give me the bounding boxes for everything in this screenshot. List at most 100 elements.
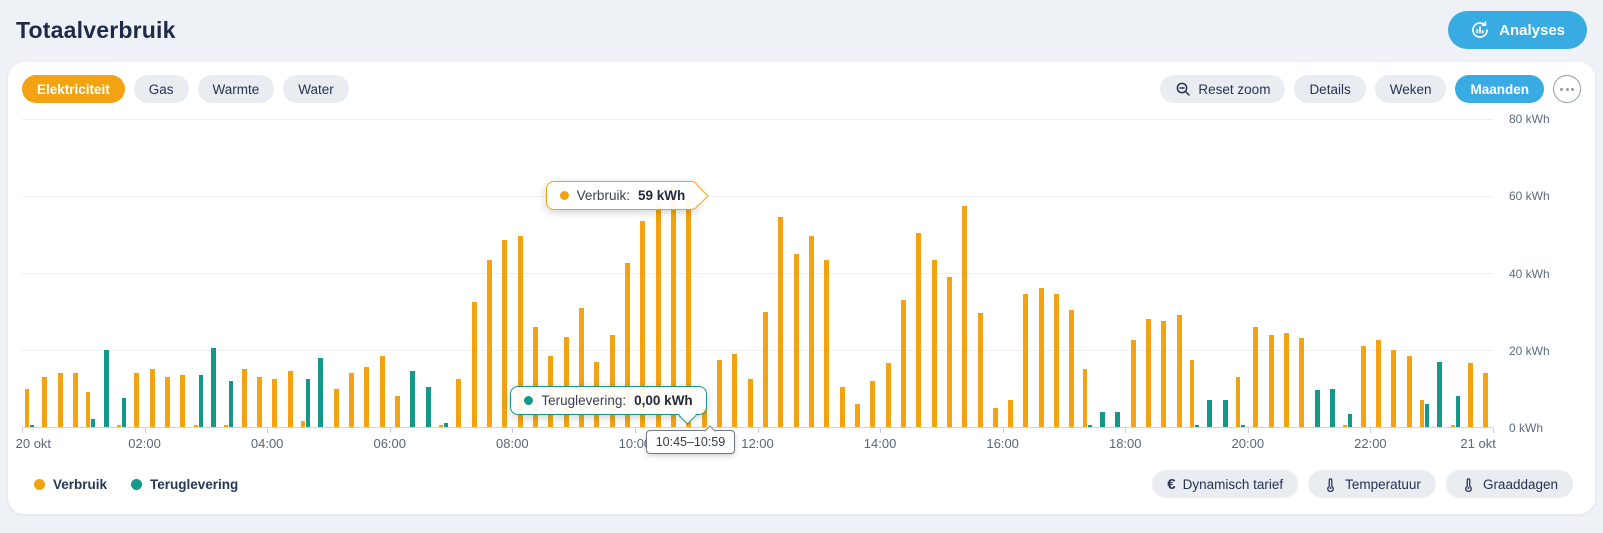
bar-slot-20:15[interactable] xyxy=(1264,119,1279,427)
verbruik-bar[interactable] xyxy=(1483,373,1489,427)
teruglevering-bar[interactable] xyxy=(91,419,96,427)
bar-slot-13:00[interactable] xyxy=(819,119,834,427)
verbruik-bar[interactable] xyxy=(1008,400,1014,427)
bar-slot-07:30[interactable] xyxy=(482,119,497,427)
teruglevering-bar[interactable] xyxy=(198,375,203,427)
bar-slot-11:00[interactable] xyxy=(696,119,711,427)
bar-slot-02:15[interactable] xyxy=(160,119,175,427)
more-options-button[interactable] xyxy=(1553,75,1581,103)
verbruik-bar[interactable] xyxy=(301,421,306,427)
bar-slot-13:45[interactable] xyxy=(865,119,880,427)
verbruik-bar[interactable] xyxy=(1450,425,1455,427)
verbruik-bar[interactable] xyxy=(149,369,155,427)
bar-slot-17:45[interactable] xyxy=(1110,119,1125,427)
bar-slot-19:45[interactable] xyxy=(1233,119,1248,427)
teruglevering-bar[interactable] xyxy=(1455,396,1460,427)
bar-slot-15:00[interactable] xyxy=(942,119,957,427)
verbruik-bar[interactable] xyxy=(578,307,584,427)
bar-slot-12:45[interactable] xyxy=(804,119,819,427)
verbruik-bar[interactable] xyxy=(224,425,229,427)
bar-slot-15:15[interactable] xyxy=(957,119,972,427)
bar-slot-10:00[interactable] xyxy=(635,119,650,427)
bar-slot-12:00[interactable] xyxy=(758,119,773,427)
verbruik-bar[interactable] xyxy=(624,263,630,427)
bar-slot-05:45[interactable] xyxy=(375,119,390,427)
teruglevering-bar[interactable] xyxy=(444,423,449,427)
verbruik-bar[interactable] xyxy=(165,376,171,427)
verbruik-bar[interactable] xyxy=(900,299,906,427)
bar-slot-06:30[interactable] xyxy=(421,119,436,427)
verbruik-bar[interactable] xyxy=(1236,376,1241,427)
weken-button[interactable]: Weken xyxy=(1374,75,1447,103)
verbruik-bar[interactable] xyxy=(962,205,968,427)
bar-slot-19:30[interactable] xyxy=(1218,119,1233,427)
bar-slot-00:15[interactable] xyxy=(37,119,52,427)
bar-slot-00:00[interactable] xyxy=(22,119,37,427)
bar-slot-21:15[interactable] xyxy=(1325,119,1340,427)
verbruik-bar[interactable] xyxy=(25,388,30,427)
bar-slot-01:45[interactable] xyxy=(129,119,144,427)
verbruik-bar[interactable] xyxy=(1023,294,1029,427)
teruglevering-bar[interactable] xyxy=(122,398,127,427)
verbruik-bar[interactable] xyxy=(977,313,983,427)
bar-slot-18:30[interactable] xyxy=(1156,119,1171,427)
bar-slot-03:45[interactable] xyxy=(252,119,267,427)
verbruik-bar[interactable] xyxy=(670,184,676,427)
bar-slot-04:00[interactable] xyxy=(267,119,282,427)
bar-slot-18:45[interactable] xyxy=(1172,119,1187,427)
bar-slot-17:30[interactable] xyxy=(1095,119,1110,427)
bar-slot-07:00[interactable] xyxy=(451,119,466,427)
verbruik-bar[interactable] xyxy=(1082,369,1087,427)
teruglevering-bar[interactable] xyxy=(1115,411,1121,427)
verbruik-bar[interactable] xyxy=(1161,321,1167,427)
bar-slot-18:00[interactable] xyxy=(1126,119,1141,427)
verbruik-bar[interactable] xyxy=(655,203,661,427)
verbruik-bar[interactable] xyxy=(272,378,278,427)
bar-slot-01:30[interactable] xyxy=(114,119,129,427)
bar-slot-23:15[interactable] xyxy=(1448,119,1463,427)
verbruik-bar[interactable] xyxy=(487,259,492,427)
bar-slot-21:00[interactable] xyxy=(1310,119,1325,427)
verbruik-bar[interactable] xyxy=(992,407,998,427)
verbruik-bar[interactable] xyxy=(1069,309,1075,427)
bar-slot-14:45[interactable] xyxy=(926,119,941,427)
details-button[interactable]: Details xyxy=(1294,75,1366,103)
bar-slot-06:45[interactable] xyxy=(436,119,451,427)
bar-slot-10:15[interactable] xyxy=(650,119,665,427)
bar-slot-23:45[interactable] xyxy=(1478,119,1493,427)
bar-slot-22:15[interactable] xyxy=(1386,119,1401,427)
verbruik-bar[interactable] xyxy=(1360,346,1366,427)
bar-slot-10:45[interactable] xyxy=(681,119,696,427)
verbruik-bar[interactable] xyxy=(1146,319,1152,427)
verbruik-bar[interactable] xyxy=(241,369,247,427)
bar-slot-12:15[interactable] xyxy=(773,119,788,427)
teruglevering-bar[interactable] xyxy=(306,378,311,427)
bar-slot-14:00[interactable] xyxy=(880,119,895,427)
verbruik-bar[interactable] xyxy=(824,259,830,427)
verbruik-bar[interactable] xyxy=(701,405,707,427)
verbruik-bar[interactable] xyxy=(532,326,538,427)
bar-slot-11:15[interactable] xyxy=(712,119,727,427)
teruglevering-bar[interactable] xyxy=(425,386,431,427)
verbruik-bar[interactable] xyxy=(193,425,198,427)
bar-slot-02:00[interactable] xyxy=(145,119,160,427)
bar-slot-10:30[interactable] xyxy=(666,119,681,427)
verbruik-bar[interactable] xyxy=(793,253,799,427)
bar-slot-00:30[interactable] xyxy=(53,119,68,427)
verbruik-bar[interactable] xyxy=(86,392,91,427)
verbruik-bar[interactable] xyxy=(1343,425,1348,427)
verbruik-bar[interactable] xyxy=(379,355,385,427)
verbruik-bar[interactable] xyxy=(854,403,860,427)
teruglevering-bar[interactable] xyxy=(1100,411,1106,427)
bar-slot-09:30[interactable] xyxy=(604,119,619,427)
bar-slot-21:45[interactable] xyxy=(1356,119,1371,427)
bar-slot-22:45[interactable] xyxy=(1417,119,1432,427)
reset-zoom-button[interactable]: Reset zoom xyxy=(1160,75,1286,103)
verbruik-bar[interactable] xyxy=(73,373,79,427)
verbruik-bar[interactable] xyxy=(502,240,508,427)
bar-slot-02:45[interactable] xyxy=(191,119,206,427)
teruglevering-bar[interactable] xyxy=(410,371,416,427)
verbruik-bar[interactable] xyxy=(117,425,122,427)
verbruik-bar[interactable] xyxy=(180,375,186,427)
bar-slot-08:45[interactable] xyxy=(558,119,573,427)
